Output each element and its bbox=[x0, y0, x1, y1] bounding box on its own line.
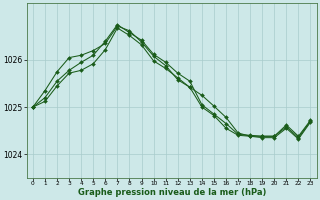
X-axis label: Graphe pression niveau de la mer (hPa): Graphe pression niveau de la mer (hPa) bbox=[77, 188, 266, 197]
